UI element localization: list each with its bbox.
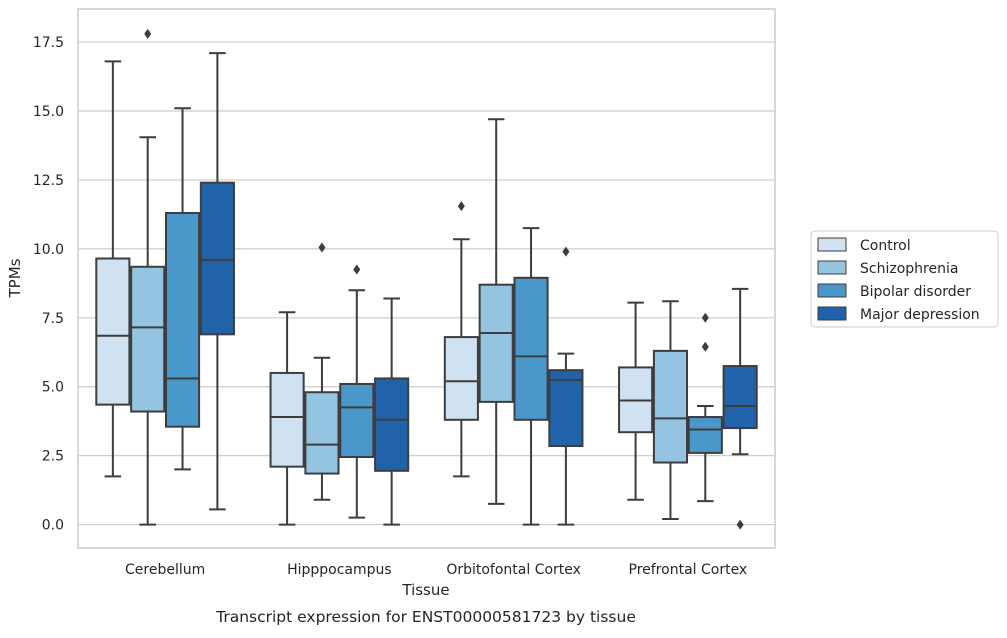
box-series	[95, 28, 758, 530]
box-body	[652, 349, 689, 464]
box-3-3	[722, 287, 758, 530]
plot-area-frame	[77, 8, 776, 549]
box-0-3	[199, 52, 235, 511]
legend-swatch	[817, 260, 847, 275]
y-tick-label: 12.5	[33, 173, 64, 189]
outlier-point	[701, 341, 709, 352]
legend-label: Schizophrenia	[860, 261, 958, 277]
legend-swatch	[817, 283, 847, 298]
box-0-0	[95, 60, 131, 478]
box-2-1	[478, 118, 514, 505]
x-axis-label: Tissue	[401, 581, 449, 599]
box-0-2	[164, 107, 201, 471]
box-body	[95, 257, 131, 406]
box-1-2	[339, 264, 375, 519]
outlier-point	[457, 201, 465, 212]
y-tick-label: 2.5	[42, 449, 64, 465]
x-tick-label: Orbitofontal Cortex	[446, 562, 581, 578]
box-2-2	[513, 227, 549, 526]
chart-title: Transcript expression for ENST0000058172…	[215, 608, 636, 626]
box-body	[513, 276, 549, 421]
box-2-0	[443, 201, 479, 478]
box-body	[269, 371, 305, 468]
box-1-0	[269, 311, 305, 526]
box-body	[130, 265, 166, 413]
legend-swatch	[817, 306, 847, 321]
box-3-1	[652, 300, 689, 521]
legend-label: Major depression	[860, 307, 980, 323]
outlier-point	[144, 28, 152, 39]
outlier-point	[701, 312, 709, 323]
box-1-3	[374, 297, 410, 526]
x-tick-label: Prefrontal Cortex	[629, 562, 748, 578]
y-axis-ticks: 0.0 2.5 5.0 7.5 10.0 12.5 15.0 17.5	[33, 35, 64, 533]
y-tick-label: 17.5	[33, 35, 64, 51]
box-body	[443, 336, 479, 421]
legend-frame	[810, 230, 999, 328]
box-3-2	[687, 312, 723, 503]
outlier-point	[736, 519, 744, 530]
box-body	[478, 283, 514, 403]
box-body	[339, 382, 375, 459]
box-body	[199, 181, 235, 336]
legend-label: Bipolar disorder	[860, 284, 971, 300]
y-tick-label: 5.0	[42, 380, 64, 396]
outlier-point	[353, 264, 361, 275]
legend-items: Control Schizophrenia Bipolar disorder Majo…	[817, 237, 980, 323]
y-axis-label: TPMs	[6, 258, 24, 298]
box-0-1	[130, 28, 166, 526]
box-1-1	[304, 242, 340, 501]
box-body	[548, 369, 584, 447]
y-tick-label: 15.0	[33, 104, 64, 120]
y-tick-label: 10.0	[33, 242, 64, 258]
outlier-point	[562, 246, 570, 257]
box-body	[164, 212, 201, 428]
x-tick-label: Hipppocampus	[287, 562, 392, 578]
x-axis-ticks: Cerebellum Hipppocampus Orbitofontal Corte…	[125, 562, 747, 578]
legend-swatch	[817, 237, 847, 252]
box-body	[374, 377, 410, 472]
box-3-0	[618, 301, 654, 501]
legend: Control Schizophrenia Bipolar disorder Majo…	[810, 230, 999, 328]
box-body	[722, 365, 758, 430]
legend-label: Control	[860, 238, 911, 254]
box-body	[304, 391, 340, 475]
y-tick-label: 0.0	[42, 518, 64, 534]
box-2-3	[548, 246, 584, 526]
y-tick-label: 7.5	[42, 311, 64, 327]
x-tick-label: Cerebellum	[125, 562, 205, 578]
box-body	[687, 416, 723, 454]
outlier-point	[318, 242, 326, 253]
